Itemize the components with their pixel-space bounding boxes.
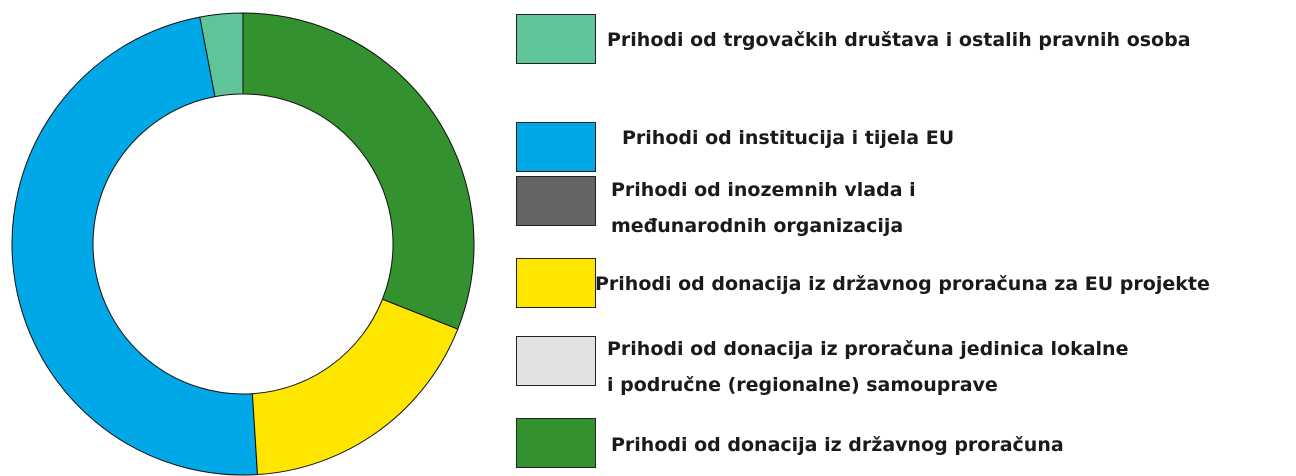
legend-swatch [516, 176, 596, 226]
legend-label: Prihodi od trgovačkih društava i ostalih… [607, 29, 1191, 51]
legend-swatch [516, 418, 596, 468]
donut-chart [11, 12, 475, 476]
legend-swatch [516, 336, 596, 386]
legend-label: Prihodi od institucija i tijela EU [622, 127, 955, 149]
legend-label: Prihodi od donacija iz državnog proračun… [595, 273, 1210, 295]
legend-swatch [516, 14, 596, 64]
legend-label: Prihodi od donacija iz državnog proračun… [611, 434, 1064, 456]
donut-segment [242, 12, 475, 330]
legend-label: Prihodi od inozemnih vlada i međunarodni… [611, 179, 916, 237]
legend-swatch [516, 122, 596, 172]
donut-segment [251, 298, 459, 476]
donut-segment [11, 16, 259, 476]
legend-label: Prihodi od donacija iz proračuna jedinic… [607, 338, 1129, 396]
legend-swatch [516, 258, 596, 308]
